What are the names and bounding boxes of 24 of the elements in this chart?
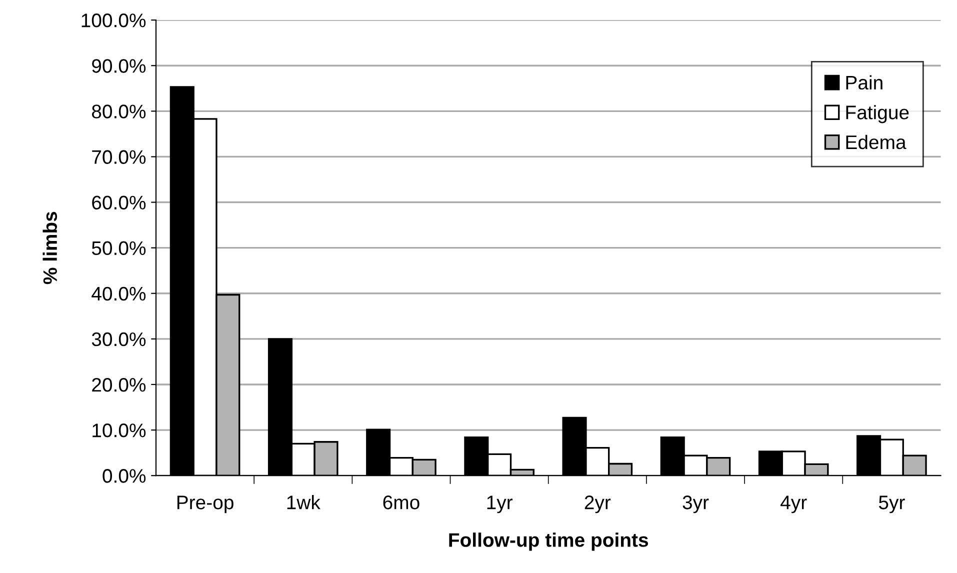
y-tick-label: 40.0% — [92, 286, 146, 301]
x-tick-label: 2yr — [584, 496, 611, 514]
x-tick-label: 3yr — [682, 496, 709, 514]
legend-label: Fatigue — [846, 105, 909, 124]
y-tick-label: 90.0% — [92, 59, 146, 73]
y-tick-label: 70.0% — [92, 150, 146, 164]
x-tick-label: Pre-op — [177, 496, 234, 514]
y-tick-label: 100.0% — [82, 14, 146, 28]
x-tick-label: 1wk — [287, 495, 320, 510]
y-tick-label: 10.0% — [92, 424, 146, 438]
y-tick-label: 80.0% — [92, 104, 146, 118]
legend-label: Pain — [846, 75, 882, 90]
x-axis-title: Follow-up time points — [449, 532, 648, 551]
x-tick-label: 6mo — [383, 496, 420, 510]
y-axis-title: % limbs — [42, 212, 58, 284]
y-tick-label: 0.0% — [102, 469, 146, 483]
legend-label: Edema — [846, 134, 906, 150]
y-tick-label: 20.0% — [92, 378, 146, 392]
y-tick-label: 30.0% — [92, 332, 146, 346]
y-tick-label: 60.0% — [92, 196, 146, 210]
x-tick-label: 4yr — [780, 496, 807, 514]
y-tick-label: 50.0% — [92, 241, 146, 256]
x-tick-label: 1yr — [487, 496, 512, 514]
x-tick-label: 5yr — [878, 496, 905, 514]
